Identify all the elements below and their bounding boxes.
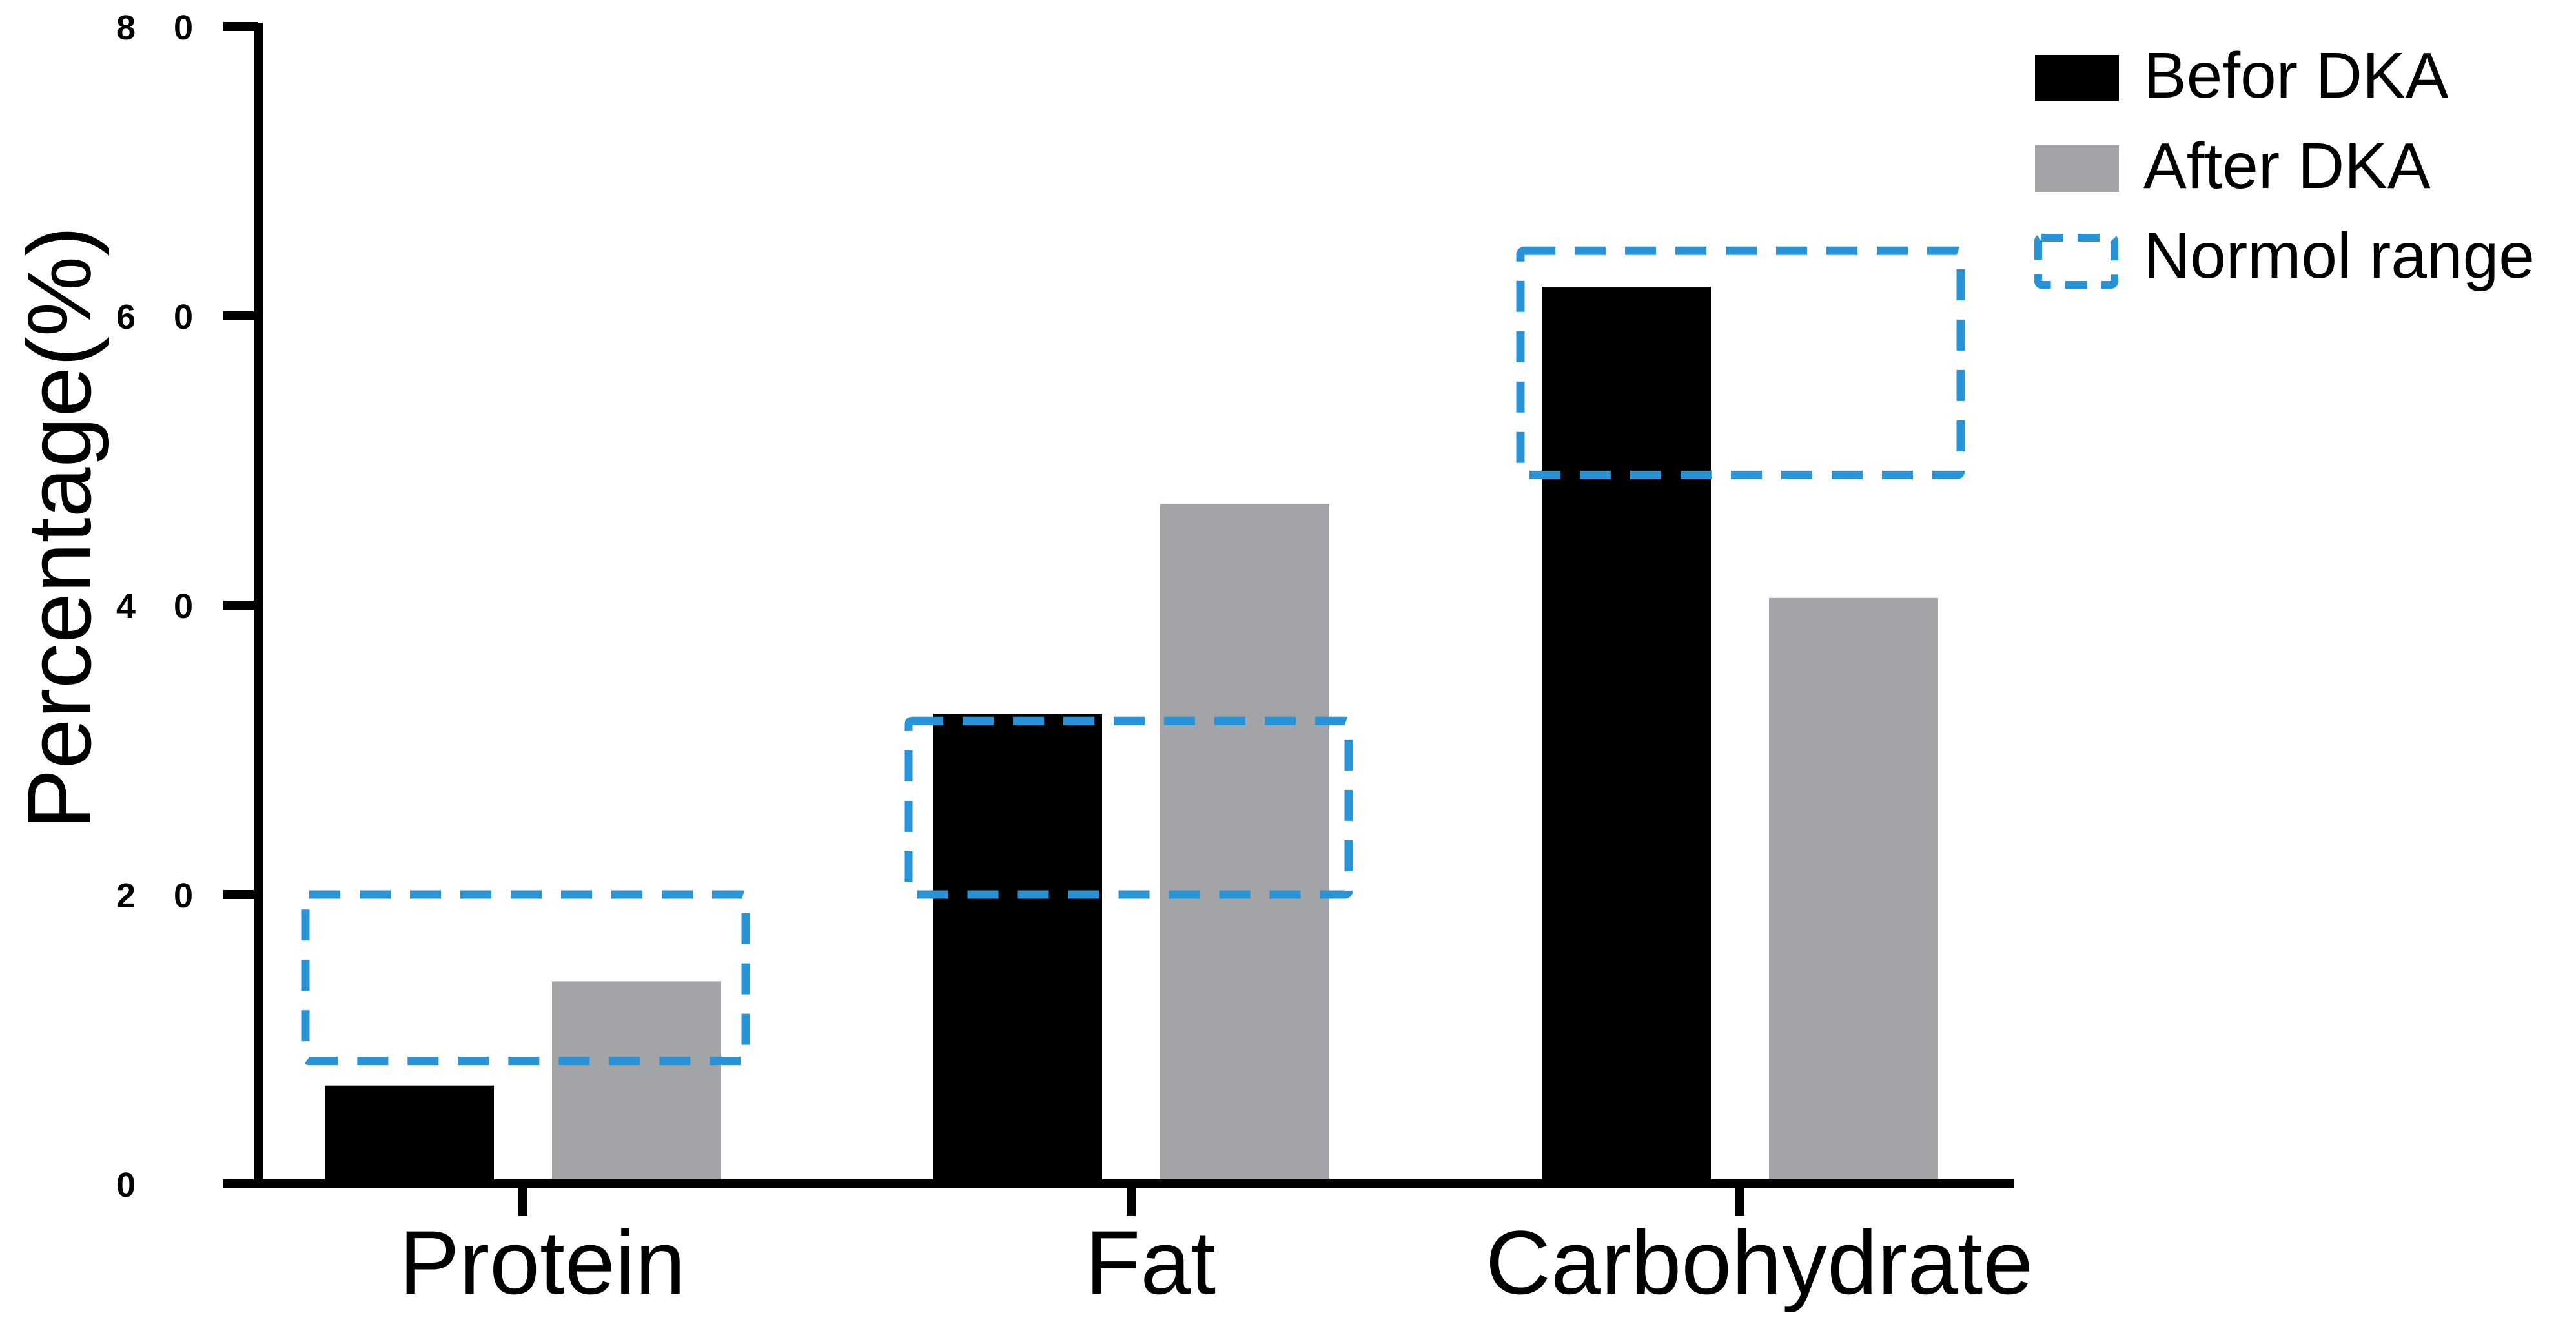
normal-range-box-carbohydrate: [1516, 246, 1965, 479]
x-label-fat: Fat: [1085, 1212, 1216, 1313]
legend: Befor DKA After DKA Normol range: [2034, 39, 2535, 292]
bar-carbohydrate-after-dka: [1769, 597, 1938, 1184]
y-tick-label-0: 0: [116, 1166, 150, 1205]
legend-label-befor-dka: Befor DKA: [2143, 39, 2449, 112]
y-tick-label-20: 2 0: [116, 876, 207, 915]
bar-carbohydrate-befor-dka: [1542, 287, 1711, 1184]
y-tick-label-40: 4 0: [116, 587, 207, 626]
y-axis-label: Percentage(%): [8, 226, 110, 829]
legend-swatch-befor-dka: [2035, 55, 2119, 101]
normal-ranges-group: [301, 246, 1965, 1066]
legend-label-after-dka: After DKA: [2143, 130, 2431, 202]
legend-label-normol-range: Normol range: [2143, 220, 2535, 292]
y-ticks-group: 0 2 0 4 0 6 0 8 0: [116, 8, 258, 1205]
x-label-protein: Protein: [399, 1212, 686, 1313]
bar-protein-after-dka: [552, 981, 721, 1184]
bar-fat-after-dka: [1160, 504, 1329, 1184]
y-tick-label-80: 8 0: [116, 8, 207, 47]
y-tick-label-60: 6 0: [116, 298, 207, 336]
x-label-carbohydrate: Carbohydrate: [1486, 1212, 2033, 1313]
x-labels-group: Protein Fat Carbohydrate: [399, 1184, 2033, 1313]
bars-group: [325, 287, 1938, 1184]
axes-group: [223, 23, 2014, 1188]
bar-protein-befor-dka: [325, 1085, 494, 1184]
bar-fat-befor-dka: [933, 714, 1102, 1184]
normal-range-box-fat: [904, 716, 1353, 899]
normal-range-box-protein: [301, 890, 750, 1066]
legend-swatch-after-dka: [2035, 145, 2119, 192]
legend-swatch-normol-range: [2034, 234, 2118, 289]
